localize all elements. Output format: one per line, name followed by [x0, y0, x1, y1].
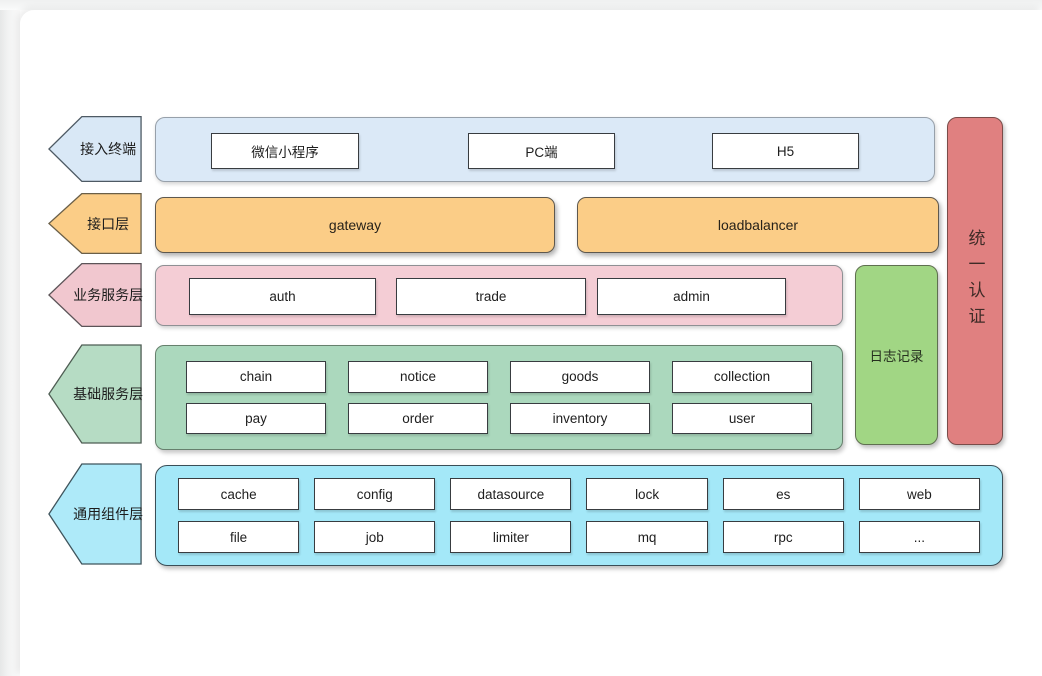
basic-layer-container: chain notice goods collection pay order … [155, 345, 843, 450]
node-limiter: limiter [450, 521, 572, 553]
node-job: job [314, 521, 436, 553]
node-user: user [672, 402, 812, 434]
layer-label-basic: 基础服务层 [73, 386, 144, 402]
node-notice: notice [348, 361, 488, 393]
node-rpc: rpc [722, 521, 844, 553]
node-datasource: datasource [450, 478, 572, 510]
node-goods: goods [510, 361, 650, 393]
layer-arrow-common: 通用组件层 [48, 463, 144, 565]
unified-auth-label: 统一认证 [965, 229, 985, 333]
node-ellipsis: ... [858, 521, 980, 553]
layer-arrow-terminal: 接入终端 [48, 116, 142, 182]
node-lock: lock [586, 478, 708, 510]
left-arrow-shape-icon [48, 344, 142, 444]
layer-label-business: 业务服务层 [73, 287, 144, 303]
left-arrow-shape-icon [48, 263, 142, 327]
log-sidebar: 日志记录 [855, 265, 938, 445]
left-arrow-shape-icon [48, 116, 142, 182]
page-top-margin [0, 0, 1042, 10]
left-arrow-shape-icon [48, 193, 142, 254]
node-config: config [314, 478, 436, 510]
node-es: es [722, 478, 844, 510]
node-file: file [178, 521, 300, 553]
common-layer-container: cache config datasource lock es web file… [155, 465, 1003, 566]
layer-arrow-interface: 接口层 [48, 193, 142, 254]
page-left-margin [0, 0, 20, 676]
node-admin: admin [597, 278, 786, 315]
node-gateway: gateway [155, 197, 555, 253]
terminal-layer-container: 微信小程序 PC端 H5 [155, 117, 935, 182]
node-loadbalancer: loadbalancer [577, 197, 939, 253]
node-pc: PC端 [468, 133, 615, 169]
left-arrow-shape-icon [48, 463, 142, 565]
layer-arrow-business: 业务服务层 [48, 263, 144, 327]
node-collection: collection [672, 361, 812, 393]
layer-label-interface: 接口层 [87, 215, 130, 232]
node-trade: trade [396, 278, 586, 315]
node-pay: pay [186, 402, 326, 434]
layer-arrow-basic: 基础服务层 [48, 344, 144, 444]
node-chain: chain [186, 361, 326, 393]
node-auth: auth [189, 278, 376, 315]
node-h5: H5 [712, 133, 859, 169]
node-inventory: inventory [510, 402, 650, 434]
node-web: web [858, 478, 980, 510]
node-order: order [348, 402, 488, 434]
business-layer-container: auth trade admin [155, 265, 843, 326]
layer-label-terminal: 接入终端 [80, 141, 137, 157]
log-sidebar-label: 日志记录 [869, 349, 924, 364]
node-wechat-mini-program: 微信小程序 [211, 133, 359, 169]
unified-auth-sidebar: 统一认证 [947, 117, 1003, 445]
layer-label-common: 通用组件层 [73, 506, 144, 522]
node-cache: cache [178, 478, 300, 510]
node-mq: mq [586, 521, 708, 553]
